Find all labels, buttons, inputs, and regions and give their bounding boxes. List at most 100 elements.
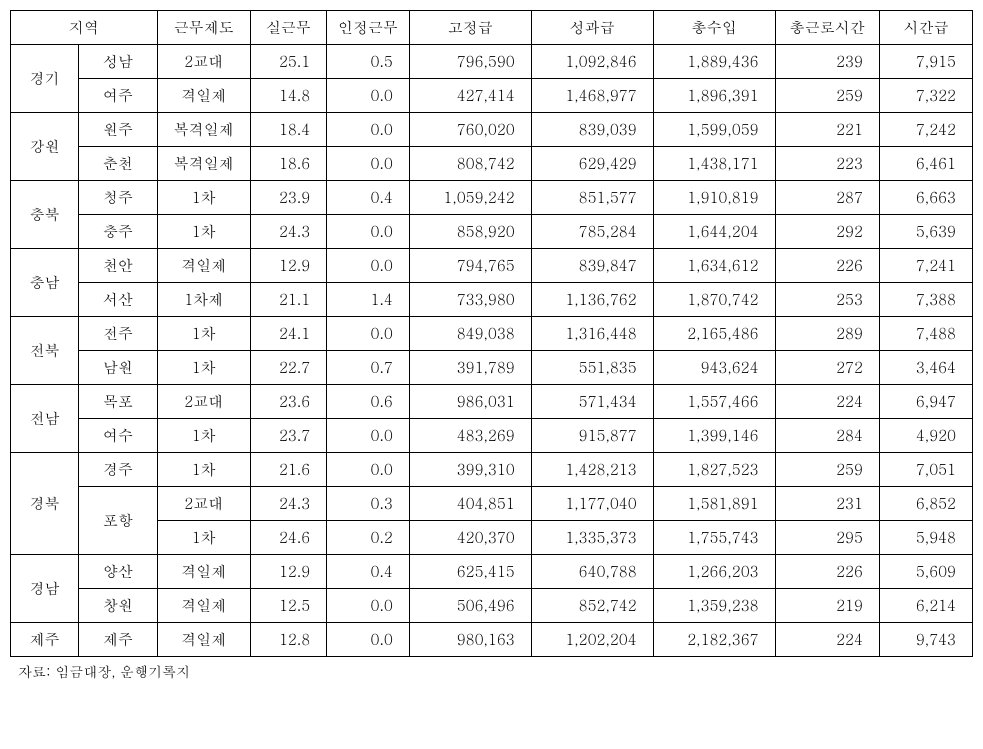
table-row: 전남목포2교대23.60.6986,031571,4341,557,466224… [11,385,973,419]
cell-performance: 1,335,373 [531,521,653,555]
cell-actual: 23.9 [250,181,326,215]
cell-system: 1차 [157,453,250,487]
table-row: 남원1차22.70.7391,789551,835943,6242723,464 [11,351,973,385]
cell-recognized: 0.5 [327,45,410,79]
cell-total-income: 1,557,466 [653,385,775,419]
cell-total-income: 1,581,891 [653,487,775,521]
cell-total-hours: 272 [775,351,879,385]
cell-hourly: 7,051 [879,453,972,487]
cell-hourly: 6,852 [879,487,972,521]
cell-region: 제주 [11,623,79,657]
cell-fixed: 796,590 [409,45,531,79]
cell-recognized: 0.0 [327,113,410,147]
cell-actual: 12.9 [250,249,326,283]
cell-actual: 14.8 [250,79,326,113]
cell-fixed: 391,789 [409,351,531,385]
cell-actual: 22.7 [250,351,326,385]
table-row: 서산1차제21.11.4733,9801,136,7621,870,742253… [11,283,973,317]
cell-actual: 25.1 [250,45,326,79]
cell-performance: 551,835 [531,351,653,385]
cell-total-hours: 284 [775,419,879,453]
cell-actual: 12.5 [250,589,326,623]
cell-performance: 571,434 [531,385,653,419]
cell-total-income: 1,634,612 [653,249,775,283]
cell-performance: 1,092,846 [531,45,653,79]
cell-total-hours: 295 [775,521,879,555]
cell-recognized: 1.4 [327,283,410,317]
cell-system: 1차제 [157,283,250,317]
cell-recognized: 0.0 [327,79,410,113]
cell-system: 2교대 [157,385,250,419]
cell-total-hours: 219 [775,589,879,623]
cell-total-income: 1,438,171 [653,147,775,181]
cell-hourly: 5,639 [879,215,972,249]
table-row: 충북청주1차23.90.41,059,242851,5771,910,81928… [11,181,973,215]
cell-recognized: 0.0 [327,453,410,487]
cell-recognized: 0.0 [327,589,410,623]
cell-fixed: 733,980 [409,283,531,317]
cell-fixed: 404,851 [409,487,531,521]
cell-total-income: 1,896,391 [653,79,775,113]
cell-hourly: 9,743 [879,623,972,657]
cell-system: 2교대 [157,487,250,521]
cell-fixed: 420,370 [409,521,531,555]
cell-city: 여주 [79,79,158,113]
cell-performance: 1,316,448 [531,317,653,351]
cell-hourly: 6,461 [879,147,972,181]
cell-region: 경남 [11,555,79,623]
cell-total-hours: 231 [775,487,879,521]
cell-performance: 785,284 [531,215,653,249]
cell-total-income: 1,889,436 [653,45,775,79]
cell-recognized: 0.0 [327,249,410,283]
header-total-income: 총수입 [653,11,775,45]
cell-actual: 18.4 [250,113,326,147]
cell-actual: 21.6 [250,453,326,487]
cell-city: 포항 [79,487,158,555]
cell-region: 충남 [11,249,79,317]
cell-system: 격일제 [157,79,250,113]
header-performance: 성과급 [531,11,653,45]
cell-hourly: 4,920 [879,419,972,453]
cell-city: 청주 [79,181,158,215]
cell-recognized: 0.0 [327,215,410,249]
cell-system: 격일제 [157,589,250,623]
cell-hourly: 5,609 [879,555,972,589]
cell-hourly: 7,241 [879,249,972,283]
cell-total-income: 943,624 [653,351,775,385]
table-header: 지역 근무제도 실근무 인정근무 고정급 성과급 총수입 총근로시간 시간급 [11,11,973,45]
cell-fixed: 506,496 [409,589,531,623]
cell-city: 여수 [79,419,158,453]
cell-hourly: 7,322 [879,79,972,113]
cell-city: 천안 [79,249,158,283]
cell-total-income: 1,827,523 [653,453,775,487]
cell-city: 제주 [79,623,158,657]
cell-fixed: 808,742 [409,147,531,181]
cell-actual: 24.6 [250,521,326,555]
cell-system: 격일제 [157,555,250,589]
cell-system: 1차 [157,215,250,249]
table-row: 충남천안격일제12.90.0794,765839,8471,634,612226… [11,249,973,283]
cell-performance: 629,429 [531,147,653,181]
cell-hourly: 6,947 [879,385,972,419]
cell-performance: 1,177,040 [531,487,653,521]
cell-region: 경북 [11,453,79,555]
cell-fixed: 980,163 [409,623,531,657]
cell-actual: 24.3 [250,215,326,249]
cell-region: 충북 [11,181,79,249]
cell-performance: 1,468,977 [531,79,653,113]
cell-hourly: 7,488 [879,317,972,351]
cell-performance: 852,742 [531,589,653,623]
cell-recognized: 0.4 [327,181,410,215]
cell-recognized: 0.0 [327,147,410,181]
cell-total-income: 1,359,238 [653,589,775,623]
cell-system: 1차 [157,181,250,215]
cell-city: 춘천 [79,147,158,181]
cell-total-income: 1,266,203 [653,555,775,589]
header-hourly: 시간급 [879,11,972,45]
cell-city: 서산 [79,283,158,317]
cell-total-hours: 259 [775,79,879,113]
table-row: 포항2교대24.30.3404,8511,177,0401,581,891231… [11,487,973,521]
cell-total-hours: 224 [775,623,879,657]
cell-actual: 12.8 [250,623,326,657]
table-body: 경기성남2교대25.10.5796,5901,092,8461,889,4362… [11,45,973,657]
